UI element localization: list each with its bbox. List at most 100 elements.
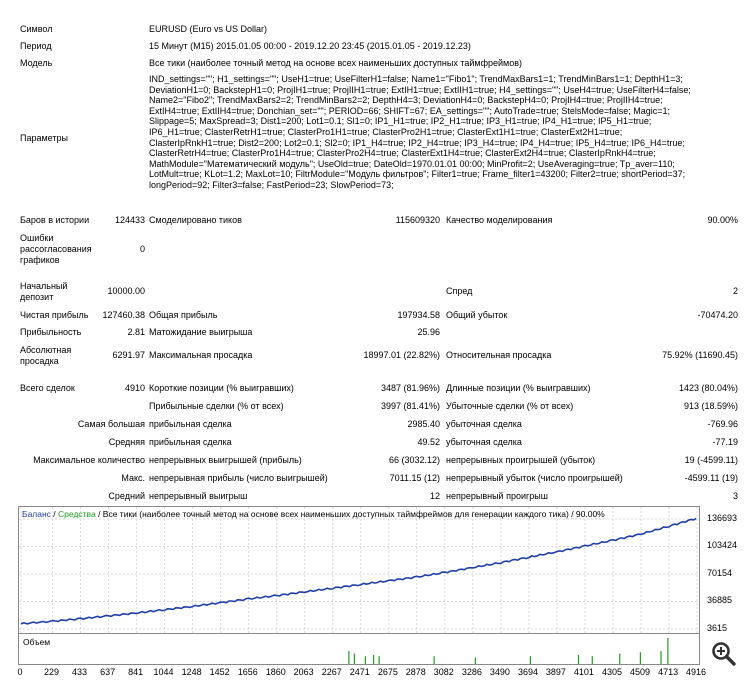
params-line: LotMult=true; KLot=1.2; MaxLot=10; Filtr… bbox=[149, 169, 686, 180]
consec-losses-value: 19 (-4599.11) bbox=[684, 455, 738, 465]
x-tick-label: 2878 bbox=[405, 667, 426, 677]
x-tick-label: 1656 bbox=[237, 667, 258, 677]
spread-label: Спред bbox=[446, 286, 473, 296]
y-tick-label: 70154 bbox=[707, 568, 733, 578]
consec-profit-label: непрерывная прибыль (число выигрышей) bbox=[149, 473, 328, 483]
volume-chart-svg bbox=[348, 638, 669, 664]
gross-loss-value: -70474.20 bbox=[697, 310, 738, 320]
y-tick-label: 136693 bbox=[707, 513, 738, 523]
x-tick-label: 3694 bbox=[517, 667, 538, 677]
profit-trades-label: Прибыльные сделки (% от всех) bbox=[149, 401, 284, 411]
largest-profit-value: 2985.40 bbox=[407, 419, 440, 429]
x-tick-label: 841 bbox=[128, 667, 144, 677]
volume-bar bbox=[378, 656, 380, 664]
rel-dd-value: 75.92% (11690.45) bbox=[662, 350, 738, 360]
profit-factor-label: Прибыльность bbox=[20, 327, 82, 337]
volume-bar bbox=[660, 651, 662, 664]
volume-bar bbox=[667, 638, 669, 664]
expected-payoff-value: 25.96 bbox=[417, 327, 440, 337]
expected-payoff-label: Матожидание выигрыша bbox=[149, 327, 253, 337]
errors-value: 0 bbox=[139, 244, 145, 254]
period-label: Период bbox=[20, 41, 52, 51]
consec-profit-value: 7011.15 (12) bbox=[389, 473, 440, 483]
y-tick-label: 3615 bbox=[707, 623, 728, 633]
x-tick-label: 2063 bbox=[293, 667, 314, 677]
params-line: Slippage=5; MaxSpread=3; Dist1=200; Lot1… bbox=[149, 116, 652, 127]
loss-trades-label: Убыточные сделки (% от всех) bbox=[446, 401, 574, 411]
x-tick-label: 4509 bbox=[630, 667, 651, 677]
ticks-value: 115609320 bbox=[395, 215, 440, 225]
volume-bar bbox=[348, 651, 350, 664]
x-tick-label: 4713 bbox=[658, 667, 679, 677]
x-tick-label: 4101 bbox=[573, 667, 594, 677]
params-line: MathModule="Математический модуль"; UseO… bbox=[149, 158, 675, 169]
x-tick-label: 3286 bbox=[461, 667, 482, 677]
short-value: 3487 (81.96%) bbox=[380, 383, 440, 393]
quality-value: 90.00% bbox=[707, 215, 738, 225]
volume-bar bbox=[364, 656, 366, 664]
abs-dd-label: просадка bbox=[20, 356, 59, 366]
abs-dd-value: 6291.97 bbox=[112, 350, 145, 360]
symbol-label: Символ bbox=[20, 24, 53, 34]
volume-bar bbox=[577, 654, 580, 664]
quality-label: Качество моделирования bbox=[446, 215, 553, 225]
balance-chart-svg bbox=[19, 507, 699, 633]
avg-losses-value: 3 bbox=[732, 491, 738, 501]
x-tick-label: 1860 bbox=[265, 667, 286, 677]
total-trades-value: 4910 bbox=[124, 383, 145, 393]
x-tick-label: 1044 bbox=[153, 667, 174, 677]
volume-panel: Объем bbox=[18, 634, 700, 665]
model-label: Модель bbox=[20, 58, 53, 68]
bars-value: 124433 bbox=[114, 215, 145, 225]
gross-profit-label: Общая прибыль bbox=[149, 310, 218, 320]
consec-wins-value: 66 (3032.12) bbox=[388, 455, 440, 465]
x-tick-label: 1452 bbox=[209, 667, 230, 677]
x-tick-label: 4305 bbox=[601, 667, 622, 677]
volume-bar bbox=[529, 656, 531, 664]
x-tick-label: 2471 bbox=[349, 667, 370, 677]
loss-trades-value: 913 (18.59%) bbox=[683, 401, 738, 411]
deposit-label: Начальный bbox=[20, 281, 68, 291]
series-line-balance bbox=[20, 517, 697, 625]
params-label: Параметры bbox=[20, 133, 68, 143]
profit-factor-value: 2.81 bbox=[127, 327, 145, 337]
params-line: IP6_H1=true; ClasterRetrH1=true; Claster… bbox=[149, 126, 623, 137]
largest-profit-label: прибыльная сделка bbox=[149, 419, 232, 429]
volume-bar bbox=[591, 656, 593, 664]
average-loss-label: убыточная сделка bbox=[446, 437, 522, 447]
x-tick-label: 3897 bbox=[545, 667, 566, 677]
volume-bar bbox=[474, 657, 476, 664]
volume-bar bbox=[353, 653, 355, 664]
max-count-label: Максимальное количество bbox=[33, 455, 145, 465]
params-line: ClasterIpRnkH1=true; Dist2=200; Lot2=0.1… bbox=[149, 137, 685, 148]
average-profit-label: прибыльная сделка bbox=[149, 437, 232, 447]
avg-wins-label: непрерывный выигрыш bbox=[149, 491, 248, 501]
model-value: Все тики (наиболее точный метод на основ… bbox=[149, 58, 522, 68]
abs-dd-label: Абсолютная bbox=[20, 345, 72, 355]
net-profit-value: 127460.38 bbox=[102, 310, 145, 320]
volume-label: Объем bbox=[23, 637, 51, 647]
y-tick-label: 36885 bbox=[707, 595, 733, 606]
zoom-in-icon[interactable] bbox=[710, 640, 738, 668]
x-tick-label: 229 bbox=[43, 667, 59, 677]
x-tick-label: 0 bbox=[17, 667, 23, 677]
chart-legend: Баланс / Средства / Все тики (наиболее т… bbox=[22, 509, 605, 519]
x-axis: 0 229 433 637 841 1044 1248 1452 1656 1860 2063 226… bbox=[17, 666, 706, 680]
x-tick-label: 4916 bbox=[685, 667, 707, 677]
max-dd-value: 18997.01 (22.82%) bbox=[363, 350, 440, 360]
y-tick-label: 103424 bbox=[707, 540, 738, 551]
params-value: IND_settings=""; H1_settings=""; UseH1=t… bbox=[149, 74, 745, 191]
errors-label: Ошибки bbox=[20, 233, 54, 243]
avg-label: Средний bbox=[108, 491, 145, 501]
period-value: 15 Минут (M15) 2015.01.05 00:00 - 2019.1… bbox=[149, 41, 471, 51]
long-label: Длинные позиции (% выигравших) bbox=[446, 383, 591, 393]
short-label: Короткие позиции (% выигравших) bbox=[149, 383, 294, 393]
legend-equity: Средства bbox=[58, 509, 96, 519]
largest-loss-value: -769.96 bbox=[707, 419, 738, 429]
average-profit-value: 49.52 bbox=[417, 437, 440, 447]
x-tick-label: 3082 bbox=[433, 667, 454, 677]
balance-chart: Баланс / Средства / Все тики (наиболее т… bbox=[18, 506, 700, 634]
consec-loss-value: -4599.11 (19) bbox=[684, 473, 738, 483]
rel-dd-label: Относительная просадка bbox=[446, 350, 552, 360]
largest-loss-label: убыточная сделка bbox=[446, 419, 522, 429]
